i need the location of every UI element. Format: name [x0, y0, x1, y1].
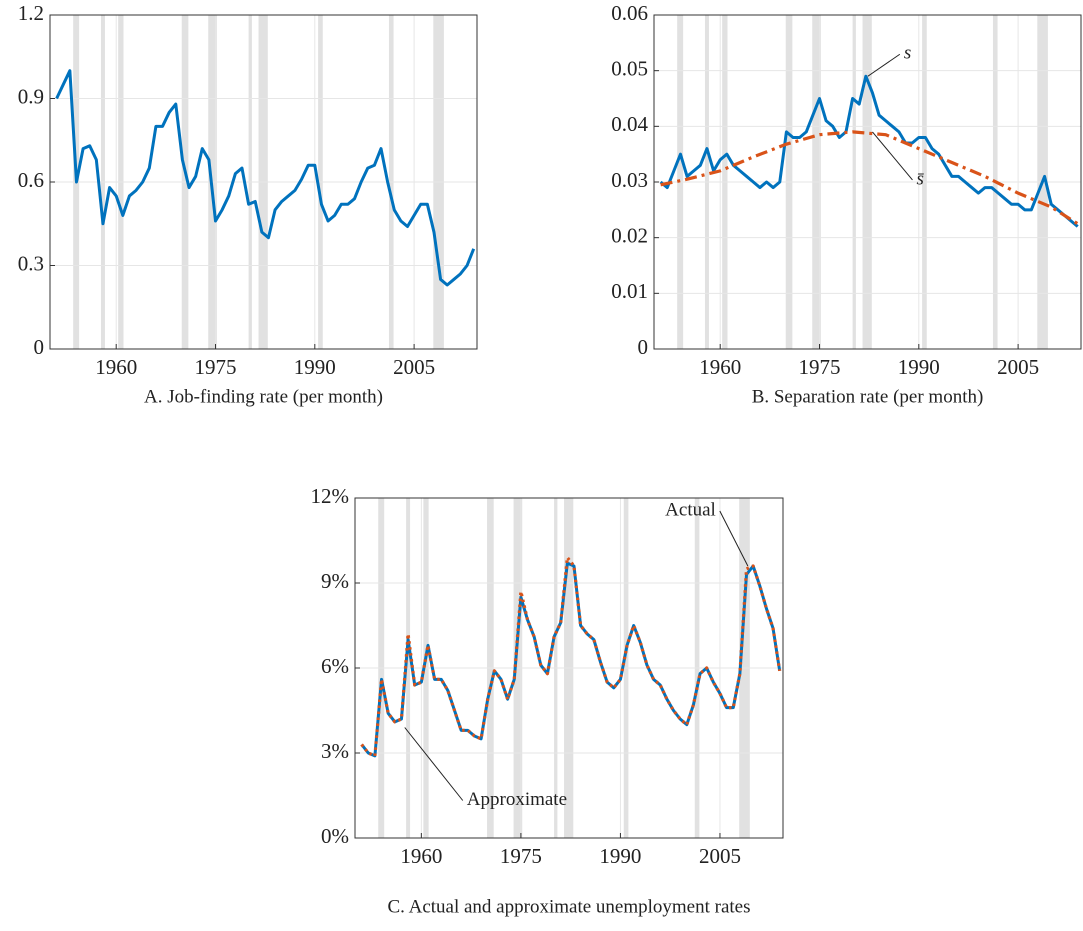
y-tick-label: 0.06: [611, 1, 648, 25]
annotation-pointer: [404, 727, 464, 801]
annotation-pointer: [719, 510, 749, 567]
annotation: s: [904, 43, 911, 64]
x-tick-label: 1990: [599, 844, 641, 868]
x-tick-label: 1960: [699, 355, 741, 379]
data-line: [660, 130, 1079, 226]
x-tick-label: 1960: [400, 844, 442, 868]
chart-caption: C. Actual and approximate unemployment r…: [387, 896, 750, 917]
data-line: [360, 561, 782, 758]
annotation: s̄: [916, 168, 924, 189]
y-tick-label: 3%: [321, 739, 349, 763]
x-tick-label: 1975: [500, 844, 542, 868]
y-tick-label: 0.01: [611, 279, 648, 303]
y-tick-label: 0.05: [611, 56, 648, 80]
y-tick-label: 12%: [311, 484, 350, 508]
annotation-pointer: [872, 131, 913, 181]
y-tick-label: 0: [34, 335, 45, 359]
y-tick-label: 0.04: [611, 112, 648, 136]
x-tick-label: 2005: [699, 844, 741, 868]
x-tick-label: 2005: [393, 355, 435, 379]
data-line: [659, 74, 1079, 228]
y-tick-label: 0.9: [18, 84, 44, 108]
annotation: Approximate: [467, 789, 567, 810]
plot-frame: [653, 14, 1082, 350]
y-tick-label: 1.2: [18, 1, 44, 25]
y-tick-label: 0.6: [18, 168, 44, 192]
panel: 0% 3% 6% 9% 12% 1960 1975 1990 2005 Actual Approxi…: [311, 484, 784, 917]
chart-caption: A. Job-finding rate (per month): [144, 386, 383, 407]
y-tick-label: 9%: [321, 569, 349, 593]
x-tick-label: 1990: [898, 355, 940, 379]
y-tick-label: 0.3: [18, 251, 44, 275]
y-tick-label: 0: [638, 335, 649, 359]
chart-caption: B. Separation rate (per month): [752, 386, 984, 407]
x-tick-label: 2005: [997, 355, 1039, 379]
panel: 0 0.01 0.02 0.03 0.04 0.05 0.06 1960 1975 1990 200…: [611, 1, 1082, 407]
plot-frame: [49, 14, 478, 350]
x-tick-label: 1975: [195, 355, 237, 379]
plot-frame: [354, 497, 784, 839]
annotation: Actual: [665, 499, 716, 520]
data-line: [55, 69, 476, 287]
y-tick-label: 0.03: [611, 168, 648, 192]
panel: 0 0.3 0.6 0.9 1.2 1960 1975 1990 2005 A. Job-find…: [18, 1, 478, 407]
y-tick-label: 0.02: [611, 223, 648, 247]
y-tick-label: 0%: [321, 824, 349, 848]
x-tick-label: 1975: [799, 355, 841, 379]
x-tick-label: 1960: [95, 355, 137, 379]
annotation-pointer: [867, 53, 901, 77]
x-tick-label: 1990: [294, 355, 336, 379]
y-tick-label: 6%: [321, 654, 349, 678]
